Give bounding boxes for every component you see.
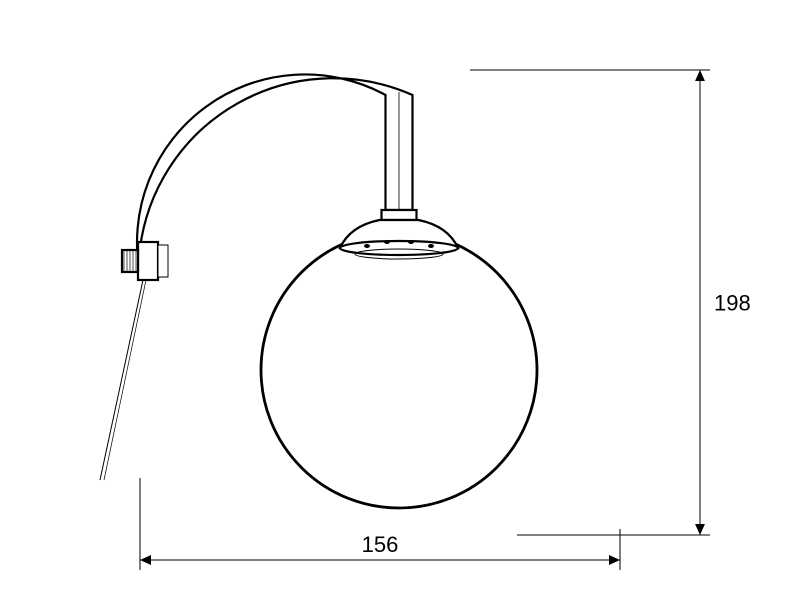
globe-outline	[261, 232, 537, 508]
height-label: 198	[714, 291, 751, 316]
dimension-lines	[140, 70, 710, 570]
wall-fitting	[100, 242, 168, 480]
lamp-cap	[340, 210, 458, 259]
width-label: 156	[362, 532, 399, 557]
